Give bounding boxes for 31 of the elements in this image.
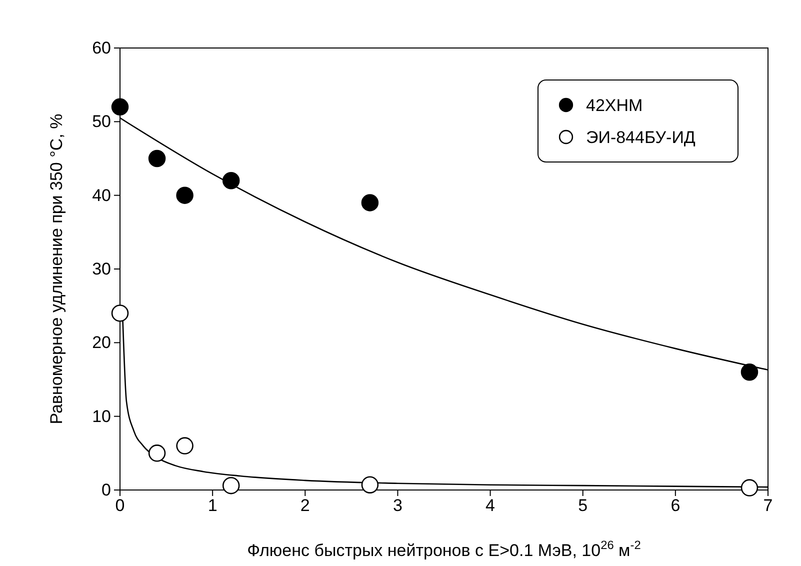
x-tick-label: 0 xyxy=(115,496,125,516)
x-tick-label: 3 xyxy=(392,496,402,516)
x-tick-label: 4 xyxy=(486,496,496,516)
x-tick-label: 7 xyxy=(763,496,773,516)
point xyxy=(148,444,166,462)
y-tick-label: 30 xyxy=(92,259,111,278)
y-tick-label: 40 xyxy=(92,186,111,205)
point xyxy=(148,150,166,168)
y-tick-label: 10 xyxy=(92,406,111,426)
y-tick-label: 0 xyxy=(102,480,111,500)
x-tick-label: 1 xyxy=(208,496,218,516)
point xyxy=(176,186,194,204)
point xyxy=(740,479,758,496)
x-tick-label: 6 xyxy=(670,496,680,516)
x-tick-label: 5 xyxy=(578,496,588,516)
point xyxy=(361,476,379,494)
point xyxy=(176,437,194,454)
point xyxy=(361,194,379,212)
point xyxy=(111,304,129,322)
x-tick-label: 2 xyxy=(300,496,310,516)
legend-label: ЭИ-844БУ-ИД xyxy=(586,128,696,147)
point xyxy=(222,476,240,494)
y-axis-title: Равномерное удлинение при 350 °C, % xyxy=(47,114,66,424)
point xyxy=(222,172,240,190)
x-axis-title: Флюенс быстрых нейтронов с E>0.1 МэВ, 10$^{26}$ м$^{-2}$ xyxy=(247,538,642,560)
point xyxy=(111,98,129,116)
point xyxy=(740,364,758,381)
y-tick-label: 50 xyxy=(92,112,111,132)
y-tick-label: 60 xyxy=(92,38,111,58)
legend-label: 42ХНМ xyxy=(586,96,643,115)
y-tick-label: 20 xyxy=(92,333,111,352)
